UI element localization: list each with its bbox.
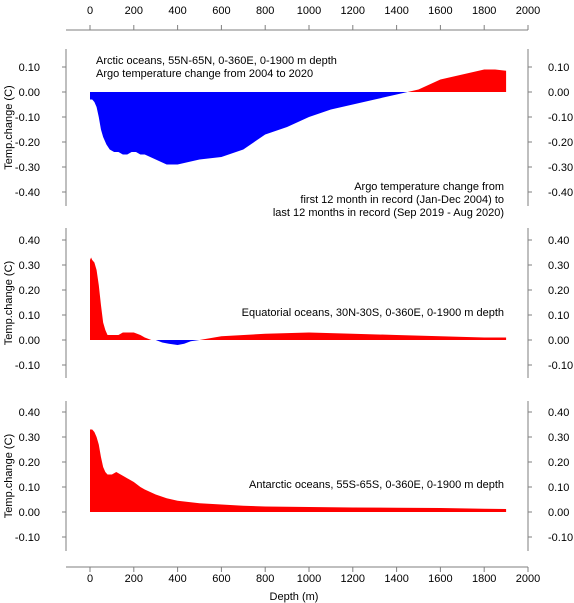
y-tick-label-left: 0.00 — [19, 507, 40, 519]
y-tick-label-right: -0.30 — [548, 162, 573, 174]
equatorial-title: Equatorial oceans, 30N-30S, 0-360E, 0-19… — [242, 307, 504, 319]
y-tick-label-left: 0.20 — [19, 285, 40, 297]
x-tick-label: 2000 — [516, 5, 540, 17]
y-tick-label-right: -0.10 — [548, 532, 573, 544]
annotation-line-2: first 12 month in record (Jan-Dec 2004) … — [300, 194, 504, 206]
y-tick-label-right: 0.20 — [548, 457, 569, 469]
y-tick-label-left: -0.10 — [15, 360, 40, 372]
x-tick-label: 0 — [87, 5, 93, 17]
y-tick-label-right: 0.40 — [548, 407, 569, 419]
x-tick-label: 2000 — [516, 573, 540, 585]
arctic-panel: Arctic oceans, 55N-65N, 0-360E, 0-1900 m… — [3, 49, 573, 219]
negative-area — [90, 340, 507, 345]
y-tick-label-left: 0.40 — [19, 235, 40, 247]
y-tick-label-left: -0.20 — [15, 137, 40, 149]
antarctic-panel: Antarctic oceans, 55S-65S, 0-360E, 0-190… — [3, 401, 573, 551]
y-tick-label-left: 0.00 — [19, 87, 40, 99]
x-tick-label: 800 — [256, 5, 274, 17]
x-tick-label: 400 — [168, 5, 186, 17]
y-tick-label-right: 0.30 — [548, 432, 569, 444]
x-tick-label: 1600 — [428, 573, 452, 585]
x-tick-label: 200 — [125, 5, 143, 17]
y-tick-label-right: -0.10 — [548, 112, 573, 124]
positive-area — [90, 257, 507, 340]
y-axis-label: Temp.change (C) — [3, 261, 15, 345]
x-tick-label: 600 — [212, 5, 230, 17]
x-tick-label: 1400 — [384, 5, 408, 17]
x-tick-label: 1800 — [472, 573, 496, 585]
y-tick-label-right: 0.00 — [548, 335, 569, 347]
y-tick-label-left: -0.30 — [15, 162, 40, 174]
x-tick-label: 1200 — [341, 573, 365, 585]
y-tick-label-left: 0.20 — [19, 457, 40, 469]
y-axis-label: Temp.change (C) — [3, 85, 15, 169]
y-tick-label-right: 0.40 — [548, 235, 569, 247]
x-tick-label: 1600 — [428, 5, 452, 17]
x-tick-label: 1800 — [472, 5, 496, 17]
y-tick-label-left: -0.10 — [15, 112, 40, 124]
x-tick-label: 600 — [212, 573, 230, 585]
y-tick-label-right: 0.10 — [548, 310, 569, 322]
y-tick-label-left: 0.30 — [19, 432, 40, 444]
y-tick-label-right: -0.10 — [548, 360, 573, 372]
x-tick-label: 200 — [125, 573, 143, 585]
y-axis-label: Temp.change (C) — [3, 434, 15, 518]
y-tick-label-right: 0.00 — [548, 87, 569, 99]
annotation-line-3: last 12 months in record (Sep 2019 - Aug… — [273, 207, 504, 219]
antarctic-title: Antarctic oceans, 55S-65S, 0-360E, 0-190… — [249, 479, 504, 491]
x-tick-label: 800 — [256, 573, 274, 585]
y-tick-label-left: 0.30 — [19, 260, 40, 272]
x-axis-label: Depth (m) — [270, 591, 319, 603]
annotation-line-1: Argo temperature change from — [354, 181, 504, 193]
y-tick-label-right: -0.40 — [548, 187, 573, 199]
y-tick-label-right: 0.00 — [548, 507, 569, 519]
y-tick-label-left: -0.40 — [15, 187, 40, 199]
top-depth-axis: 0 200 400 600 800 1000 1200 1400 1600 1800 2000 — [66, 5, 540, 31]
y-tick-label-left: 0.40 — [19, 407, 40, 419]
bottom-depth-axis: 0 200 400 600 800 1000 1200 1400 1600 1800 2000 — [66, 566, 540, 585]
y-tick-label-right: 0.30 — [548, 260, 569, 272]
positive-area — [90, 429, 507, 512]
x-tick-label: 1400 — [384, 573, 408, 585]
x-tick-label: 1000 — [297, 573, 321, 585]
y-tick-label-right: 0.10 — [548, 62, 569, 74]
y-tick-label-right: 0.20 — [548, 285, 569, 297]
arctic-title: Arctic oceans, 55N-65N, 0-360E, 0-1900 m… — [96, 55, 337, 67]
y-tick-label-left: -0.10 — [15, 532, 40, 544]
y-tick-label-left: 0.10 — [19, 62, 40, 74]
x-tick-label: 1000 — [297, 5, 321, 17]
arctic-subtitle: Argo temperature change from 2004 to 202… — [96, 68, 313, 80]
x-tick-label: 400 — [168, 573, 186, 585]
negative-area — [90, 92, 507, 165]
y-tick-label-right: 0.10 — [548, 482, 569, 494]
positive-area — [90, 69, 507, 92]
y-tick-label-left: 0.10 — [19, 310, 40, 322]
y-tick-label-right: -0.20 — [548, 137, 573, 149]
equatorial-panel: Equatorial oceans, 30N-30S, 0-360E, 0-19… — [3, 228, 573, 378]
x-tick-label: 1200 — [341, 5, 365, 17]
x-tick-label: 0 — [87, 573, 93, 585]
y-tick-label-left: 0.10 — [19, 482, 40, 494]
y-tick-label-left: 0.00 — [19, 335, 40, 347]
